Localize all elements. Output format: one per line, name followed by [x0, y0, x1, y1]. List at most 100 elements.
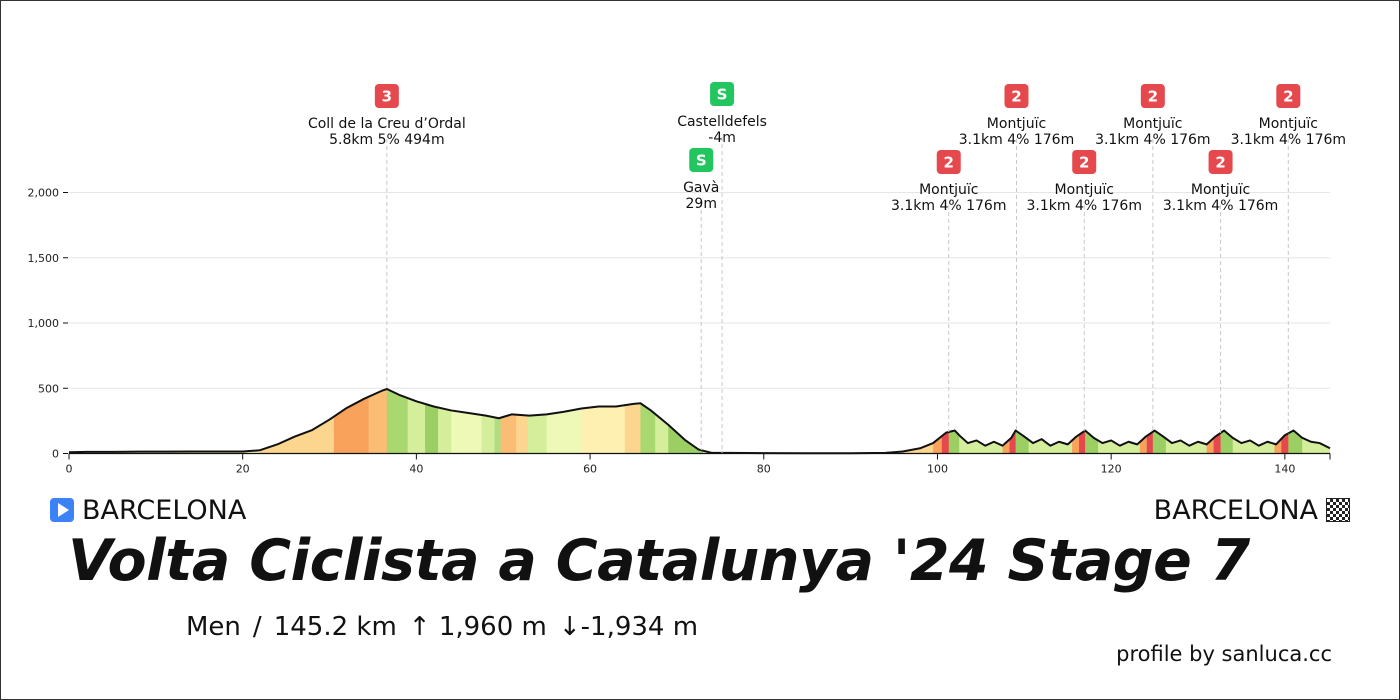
x-tick-label: 60 — [583, 463, 597, 476]
marker-name: Gavà — [683, 180, 719, 196]
elevation-gain-value: ↑ 1,960 m — [408, 612, 547, 642]
gradient-segment — [624, 389, 641, 454]
gradient-segment — [1232, 389, 1275, 454]
marker-details: 3.1km 4% 176m — [1231, 132, 1346, 148]
gradient-segment — [1274, 389, 1282, 454]
gradient-segments — [69, 389, 1330, 454]
gradient-segment — [948, 389, 960, 454]
y-tick-label: 1,000 — [28, 317, 60, 330]
gradient-segment — [425, 389, 439, 454]
gradient-segment — [655, 389, 669, 454]
climb-category-badge — [1276, 84, 1301, 108]
checkered-flag-icon — [1326, 498, 1350, 522]
gradient-segment — [581, 389, 626, 454]
x-tick-label: 40 — [409, 463, 423, 476]
marker-details: 3.1km 4% 176m — [1163, 198, 1278, 214]
gradient-segment — [702, 389, 886, 454]
play-icon — [50, 498, 74, 522]
marker-name: Coll de la Creu d’Ordal — [308, 116, 466, 132]
gradient-segment — [1165, 389, 1208, 454]
gradient-segment — [481, 389, 495, 454]
climb-marker-sprint: S Castelldefels-4m — [677, 82, 767, 453]
gradient-segment — [260, 389, 335, 454]
y-tick-label: 2,000 — [28, 187, 60, 200]
gradient-segment — [1152, 389, 1167, 454]
gradient-segment — [527, 389, 548, 454]
climb-category-badge — [936, 150, 961, 174]
elevation-line — [68, 388, 1331, 455]
gradient-segment — [1281, 389, 1289, 454]
gradient-segment — [1015, 389, 1030, 454]
marker-name: Montjuïc — [1259, 116, 1318, 132]
badge-label: 2 — [944, 154, 954, 172]
badge-label: 3 — [382, 88, 392, 106]
gradient-segment — [438, 389, 452, 454]
x-tick-label: 80 — [757, 463, 771, 476]
climb-category-badge — [1208, 150, 1233, 174]
marker-name: Montjuïc — [1123, 116, 1182, 132]
x-tick-label: 120 — [1101, 463, 1122, 476]
badge-label: 2 — [1148, 88, 1158, 106]
gradient-segment — [368, 389, 388, 454]
x-tick-label: 140 — [1274, 463, 1295, 476]
category-label: Men — [186, 612, 241, 642]
marker-details: 29m — [686, 196, 717, 212]
gradient-segment — [1098, 389, 1141, 454]
gradient-segment — [1220, 389, 1234, 454]
y-tick-label: 0 — [52, 448, 59, 461]
distance-value: 145.2 km — [273, 612, 397, 642]
badge-label: 2 — [1215, 154, 1225, 172]
marker-details: -4m — [708, 130, 736, 146]
gradient-segment — [1028, 389, 1073, 454]
finish-location: BARCELONA — [1154, 492, 1350, 528]
marker-details: 3.1km 4% 176m — [1026, 198, 1141, 214]
sprint-badge — [689, 148, 714, 172]
marker-details: 3.1km 4% 176m — [1095, 132, 1210, 148]
marker-name: Montjuïc — [1191, 182, 1250, 198]
profile-area — [68, 388, 1331, 455]
gradient-segment — [933, 389, 943, 454]
gridlines — [69, 192, 1330, 389]
race-stats: Men / 145.2 km ↑ 1,960 m ↓-1,934 m — [186, 612, 698, 642]
marker-name: Montjuïc — [1055, 182, 1114, 198]
x-tick-label: 0 — [66, 463, 73, 476]
badge-label: 2 — [1079, 154, 1089, 172]
climb-category-badge — [1140, 84, 1165, 108]
credit-text: profile by sanluca.cc — [1116, 642, 1332, 666]
y-tick-label: 1,500 — [28, 252, 60, 265]
gradient-segment — [1072, 389, 1080, 454]
marker-details: 5.8km 5% 494m — [329, 132, 444, 148]
gradient-segment — [386, 389, 409, 454]
gradient-segment — [1139, 389, 1148, 454]
sprint-badge — [710, 82, 735, 106]
start-location-label: BARCELONA — [82, 494, 247, 526]
race-title: Volta Ciclista a Catalunya '24 Stage 7 — [68, 528, 1250, 594]
badge-label: S — [696, 152, 707, 170]
marker-name: Montjuïc — [919, 182, 978, 198]
stats-separator: / — [252, 612, 262, 642]
gradient-segment — [1302, 389, 1330, 454]
badge-label: 2 — [1011, 88, 1021, 106]
climb-category-badge — [1072, 150, 1097, 174]
marker-details: 3.1km 4% 176m — [959, 132, 1074, 148]
climb-category-badge — [374, 84, 399, 108]
gradient-segment — [69, 389, 261, 454]
gradient-segment — [1146, 389, 1154, 454]
gradient-segment — [1288, 389, 1303, 454]
gradient-segment — [1085, 389, 1099, 454]
gradient-segment — [941, 389, 950, 454]
marker-name: Castelldefels — [677, 114, 767, 130]
gradient-segment — [500, 389, 517, 454]
marker-details: 3.1km 4% 176m — [891, 198, 1006, 214]
start-location: BARCELONA — [50, 492, 246, 528]
axes: 0 20 40 60 80 100 120 140 0 500 1,000 1,500 2,000 — [28, 187, 1331, 476]
elevation-loss-value: ↓-1,934 m — [558, 612, 699, 642]
gradient-segment — [516, 389, 528, 454]
